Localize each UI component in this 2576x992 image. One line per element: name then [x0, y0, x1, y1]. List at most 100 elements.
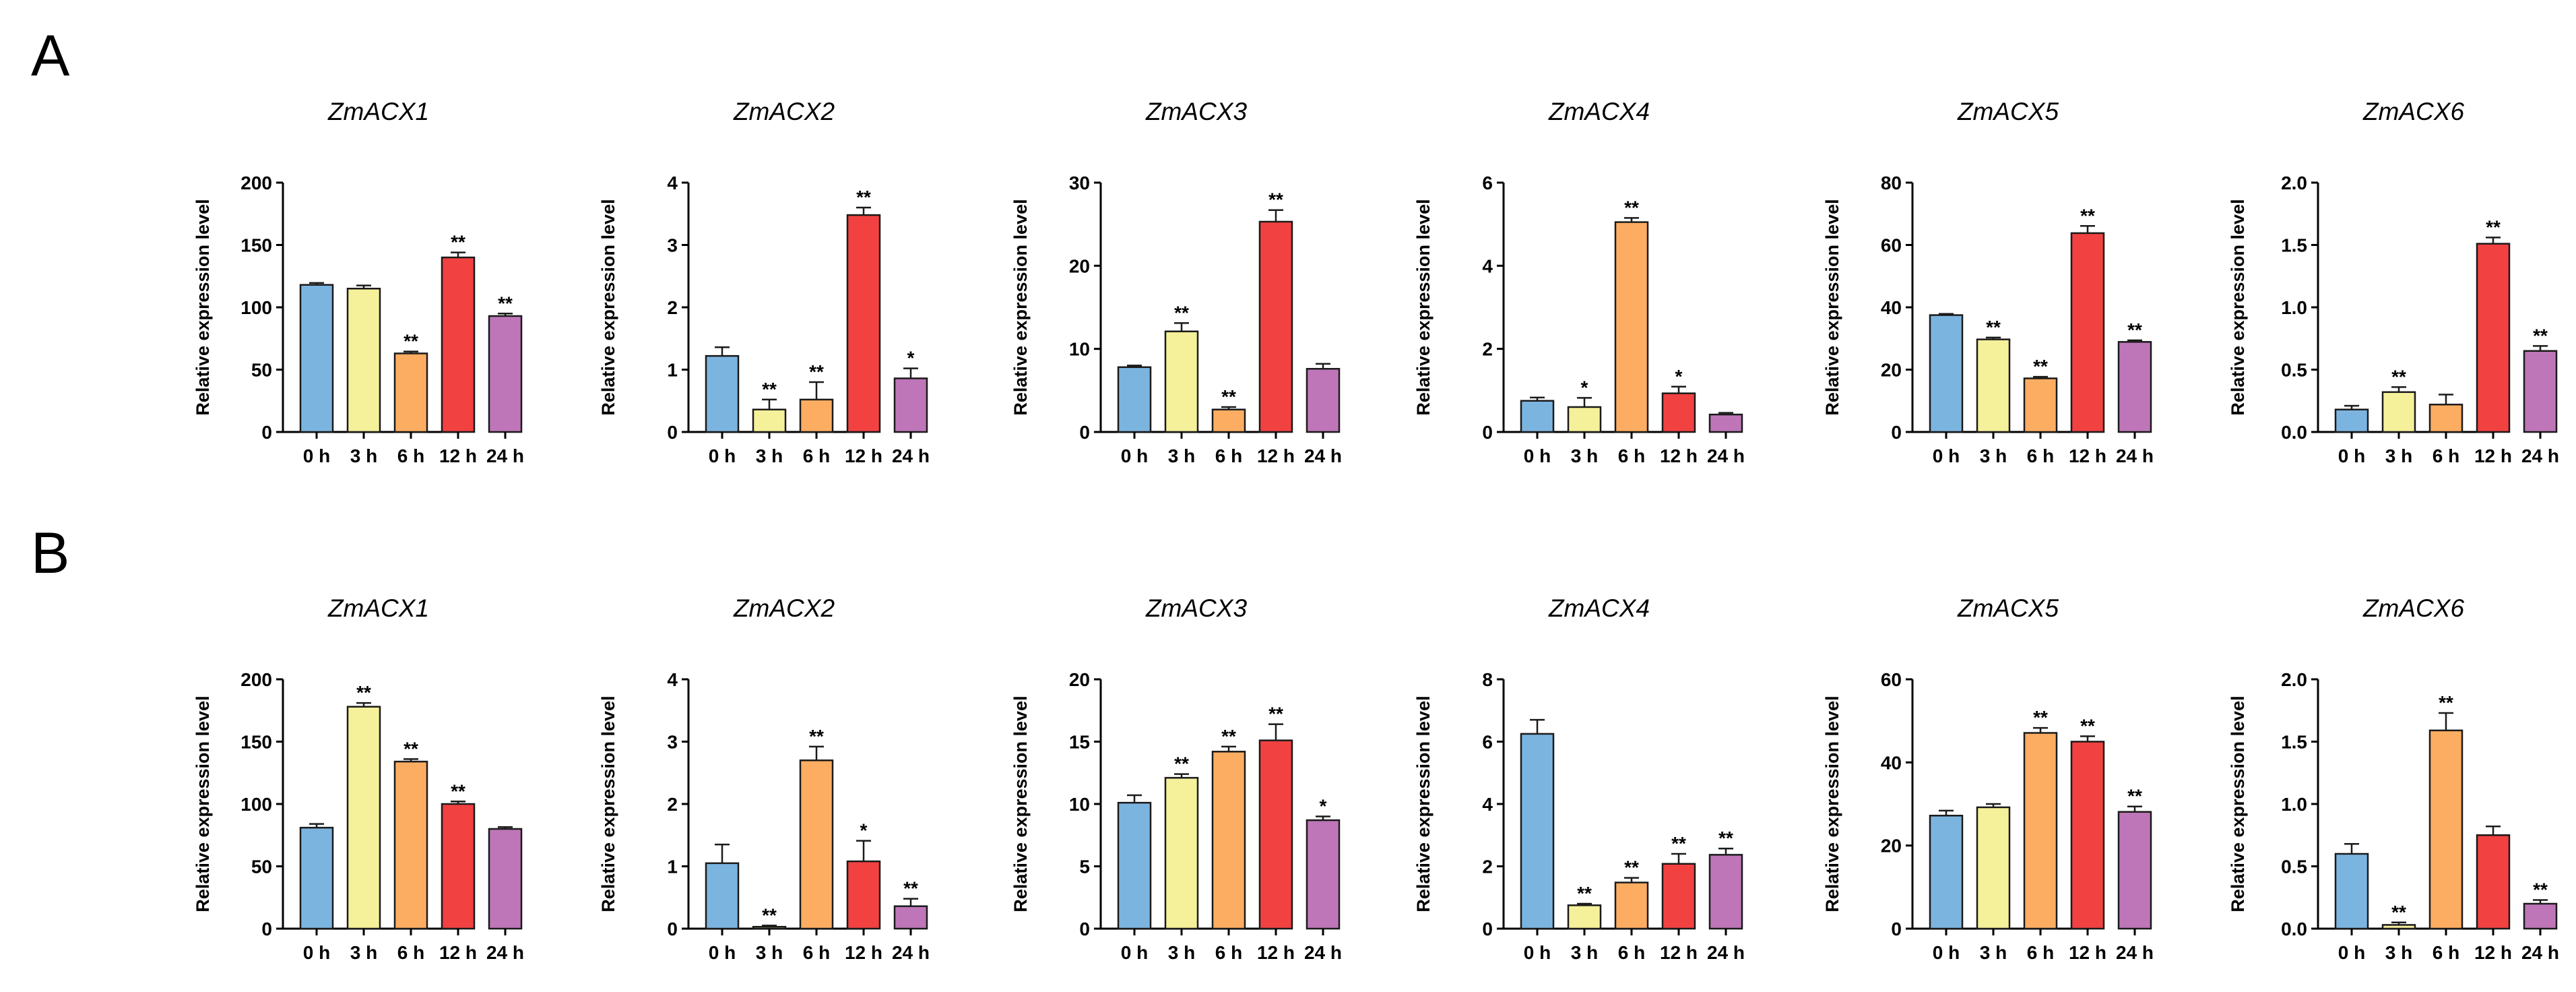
- bar: [705, 354, 740, 433]
- chart-title: ZmACX4: [1548, 98, 1650, 125]
- x-tick-label: 24 h: [2116, 942, 2154, 963]
- chart-a-5: ZmACX5 Relative expression level 0 20 40 60 80…: [1822, 98, 2154, 466]
- significance-marker: **: [2533, 879, 2548, 900]
- y-tick-label: 0: [1891, 422, 1902, 443]
- x-tick-label: 3 h: [1168, 942, 1195, 963]
- y-tick-label: 4: [667, 669, 678, 690]
- x-tick-label: 24 h: [1707, 445, 1745, 466]
- x-tick-label: 0 h: [1933, 445, 1960, 466]
- x-tick-label: 24 h: [486, 445, 524, 466]
- significance-marker: **: [498, 292, 513, 313]
- y-tick-label: 6: [1482, 732, 1493, 753]
- chart-a-2: ZmACX2 Relative expression level 0 1 2 3 4 0 h *…: [598, 98, 930, 466]
- significance-marker: **: [2391, 366, 2406, 387]
- bar: [2381, 924, 2416, 930]
- bar: [2117, 811, 2152, 930]
- y-tick-label: 2.0: [2281, 669, 2307, 690]
- bar: [1211, 408, 1246, 433]
- significance-marker: **: [1986, 317, 2001, 338]
- x-tick-label: 6 h: [397, 942, 424, 963]
- bar: [393, 352, 428, 433]
- bar: [2523, 902, 2558, 930]
- bar: [2070, 232, 2105, 433]
- x-tick-label: 6 h: [803, 445, 830, 466]
- bar: [1976, 806, 2011, 930]
- bar: [1520, 733, 1555, 930]
- significance-marker: **: [809, 726, 824, 747]
- bar: [1661, 392, 1696, 433]
- x-tick-label: 24 h: [2521, 942, 2559, 963]
- bar: [2334, 852, 2369, 930]
- bar: [2070, 741, 2105, 930]
- y-tick-label: 10: [1069, 339, 1090, 360]
- x-tick-label: 3 h: [1168, 445, 1195, 466]
- bar: [1164, 330, 1199, 433]
- bar: [2023, 732, 2058, 930]
- x-tick-label: 0 h: [1524, 445, 1551, 466]
- bar: [1661, 863, 1696, 930]
- chart-title: ZmACX5: [1957, 594, 2059, 622]
- y-tick-label: 200: [240, 173, 272, 193]
- significance-marker: **: [2533, 325, 2548, 346]
- x-tick-label: 6 h: [2027, 445, 2054, 466]
- y-tick-label: 20: [1069, 255, 1090, 276]
- chart-b-6: ZmACX6 Relative expression level 0.0 0.5 1.0…: [2228, 594, 2559, 963]
- significance-marker: *: [860, 820, 868, 841]
- bar: [441, 256, 476, 433]
- y-tick-label: 200: [240, 669, 272, 690]
- y-axis-label: Relative expression level: [193, 199, 213, 415]
- x-tick-label: 6 h: [2433, 445, 2459, 466]
- significance-marker: **: [903, 878, 918, 899]
- y-tick-label: 100: [240, 297, 272, 318]
- y-tick-label: 0.0: [2281, 919, 2307, 939]
- x-tick-label: 3 h: [2385, 942, 2412, 963]
- y-tick-label: 20: [1881, 836, 1902, 857]
- x-tick-label: 24 h: [1707, 942, 1745, 963]
- y-tick-label: 50: [251, 360, 272, 381]
- y-tick-label: 3: [667, 732, 678, 753]
- y-tick-label: 8: [1482, 669, 1493, 690]
- x-tick-label: 12 h: [1660, 445, 1698, 466]
- x-tick-label: 6 h: [1215, 445, 1242, 466]
- significance-marker: **: [2127, 786, 2142, 807]
- significance-marker: **: [2033, 356, 2048, 377]
- bar: [1258, 739, 1293, 930]
- x-tick-label: 6 h: [2433, 942, 2459, 963]
- y-axis-label: Relative expression level: [1822, 695, 1842, 912]
- x-tick-label: 6 h: [1215, 942, 1242, 963]
- significance-marker: *: [1320, 796, 1327, 817]
- y-tick-label: 0.5: [2281, 857, 2307, 877]
- y-tick-label: 50: [251, 857, 272, 877]
- y-tick-label: 20: [1069, 669, 1090, 690]
- bar: [1117, 801, 1152, 930]
- x-tick-label: 0 h: [709, 445, 736, 466]
- x-tick-label: 12 h: [2474, 445, 2512, 466]
- y-tick-label: 60: [1881, 235, 1902, 256]
- bar: [1211, 751, 1246, 930]
- x-tick-label: 0 h: [1933, 942, 1960, 963]
- chart-title: ZmACX1: [327, 594, 429, 622]
- significance-marker: **: [762, 379, 777, 400]
- panel-label-a: A: [31, 24, 70, 88]
- x-tick-label: 12 h: [2069, 942, 2106, 963]
- x-tick-label: 3 h: [1980, 445, 2007, 466]
- y-tick-label: 150: [240, 235, 272, 256]
- x-tick-label: 3 h: [756, 942, 783, 963]
- chart-a-4: ZmACX4 Relative expression level 0 2 4 6 0 h * 3…: [1413, 98, 1745, 466]
- bar: [2523, 350, 2558, 433]
- y-tick-label: 0.0: [2281, 422, 2307, 443]
- x-tick-label: 12 h: [439, 445, 477, 466]
- y-axis-label: Relative expression level: [1413, 199, 1434, 415]
- significance-marker: **: [2080, 205, 2095, 226]
- x-tick-label: 3 h: [1571, 942, 1598, 963]
- chart-title: ZmACX1: [327, 98, 429, 125]
- x-tick-label: 12 h: [2069, 445, 2106, 466]
- significance-marker: **: [356, 682, 371, 703]
- x-tick-label: 3 h: [2385, 445, 2412, 466]
- x-tick-label: 0 h: [1121, 942, 1148, 963]
- significance-marker: **: [404, 738, 418, 759]
- y-axis-label: Relative expression level: [598, 695, 618, 912]
- bar: [2476, 243, 2511, 433]
- bar: [2381, 391, 2416, 433]
